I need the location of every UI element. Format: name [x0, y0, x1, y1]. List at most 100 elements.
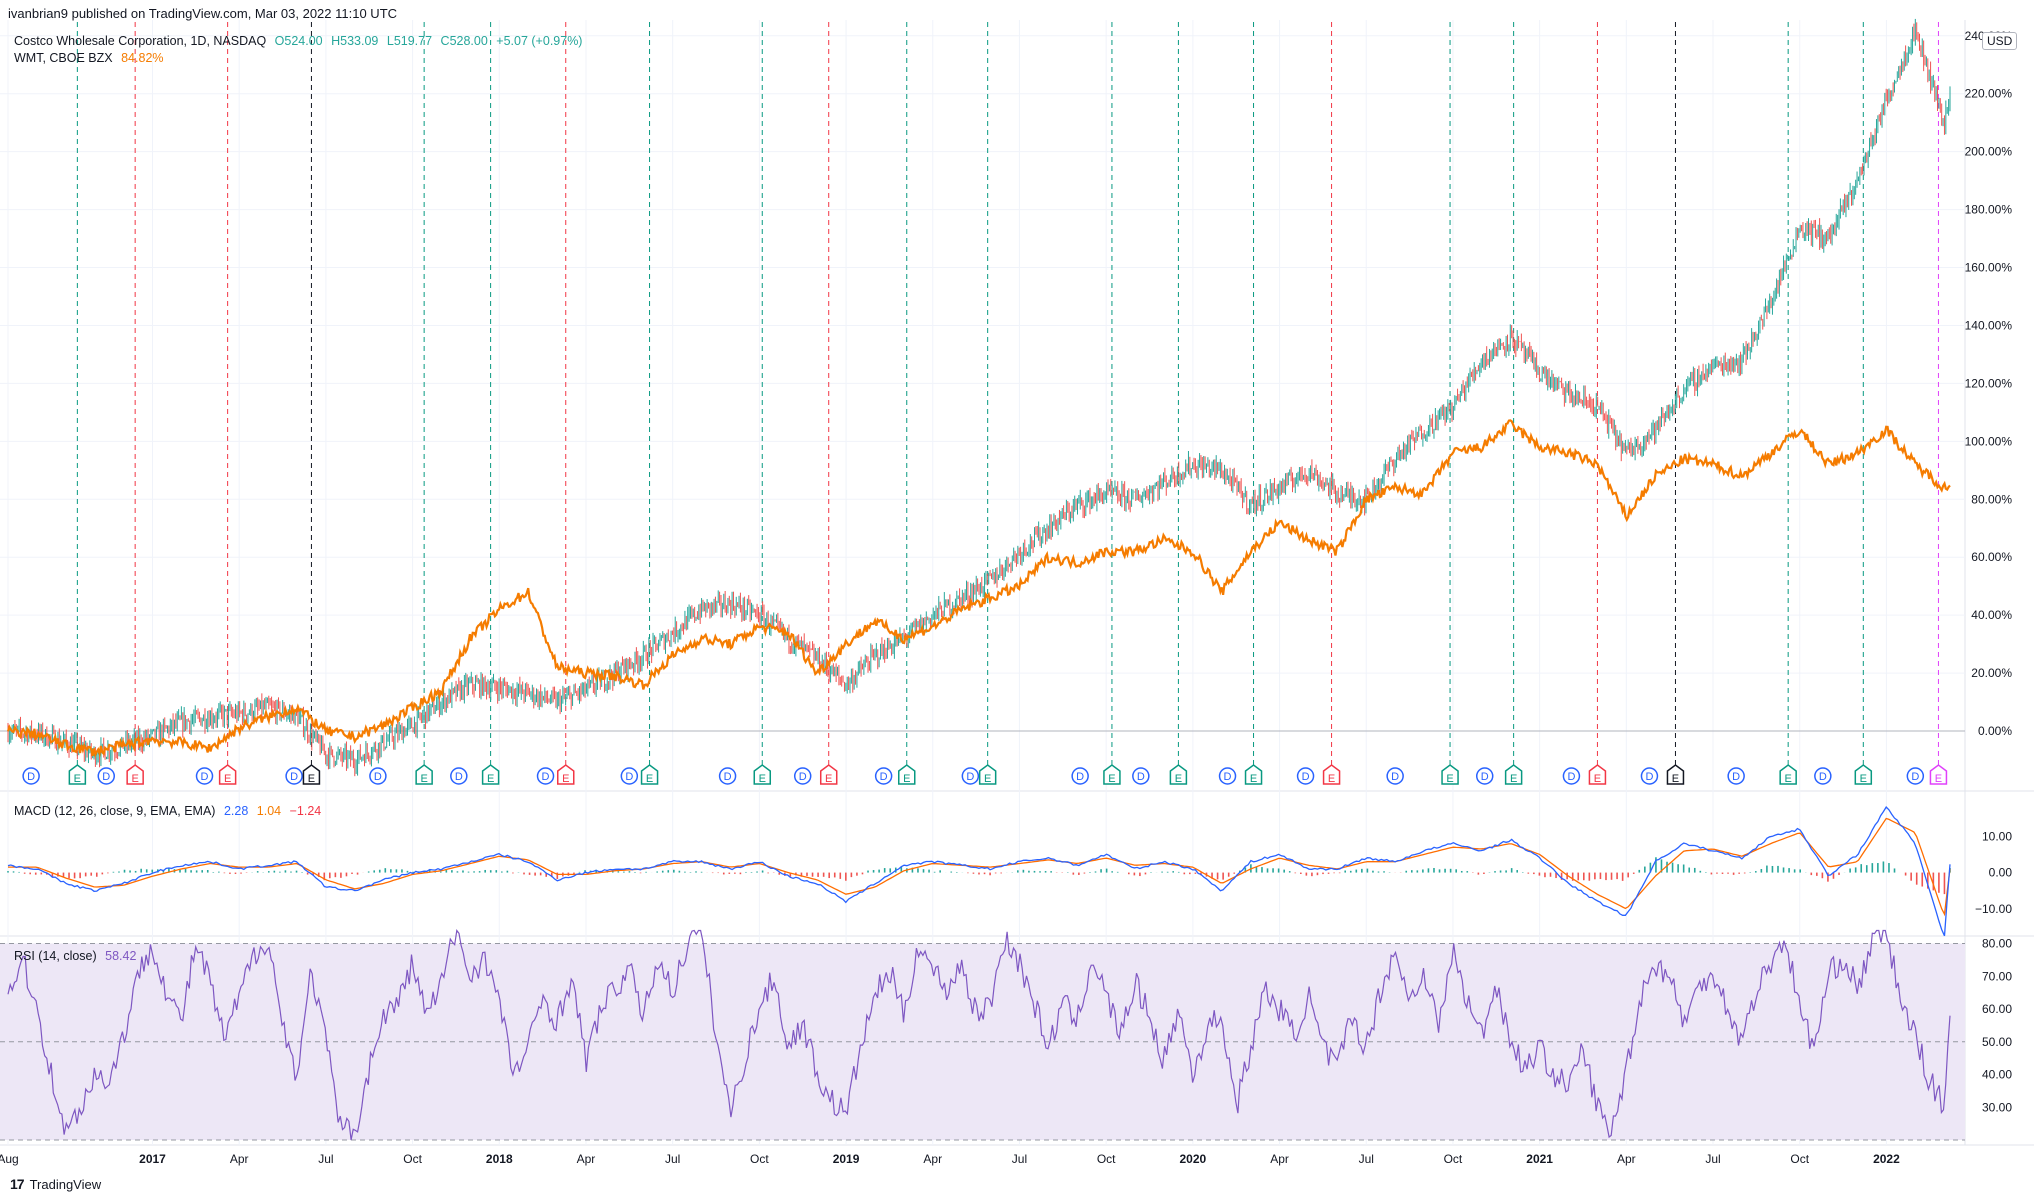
x-tick-label: Oct — [750, 1152, 769, 1166]
svg-text:D: D — [1391, 771, 1399, 783]
earnings-marker[interactable]: E — [640, 764, 659, 785]
dividend-marker[interactable]: D — [620, 767, 639, 785]
dividend-marker[interactable]: D — [874, 767, 893, 785]
rsi-title[interactable]: RSI (14, close) — [14, 949, 97, 963]
y-tick-label: 200.00% — [1965, 145, 2013, 159]
x-tick-label: 2017 — [139, 1152, 166, 1166]
event-lines — [76, 22, 1939, 780]
svg-text:E: E — [1594, 773, 1601, 785]
x-tick-label: Oct — [1790, 1152, 1809, 1166]
dividend-marker[interactable]: D — [369, 767, 387, 785]
svg-text:E: E — [1510, 773, 1517, 785]
svg-text:E: E — [224, 773, 231, 785]
dividend-marker[interactable]: D — [1814, 767, 1832, 785]
dividend-marker[interactable]: D — [285, 767, 303, 785]
earnings-marker[interactable]: E — [1441, 764, 1459, 785]
dividend-marker[interactable]: D — [793, 767, 812, 785]
x-tick-label: Apr — [230, 1152, 249, 1166]
earnings-marker[interactable]: E — [1588, 764, 1607, 785]
rsi-legend: RSI (14, close) 58.42 — [14, 949, 141, 963]
rsi-y-tick-label: 40.00 — [1982, 1068, 2012, 1082]
svg-text:E: E — [825, 773, 832, 785]
earnings-marker[interactable]: E — [1929, 764, 1948, 785]
earnings-marker[interactable]: E — [302, 764, 321, 785]
earnings-marker[interactable]: E — [1854, 764, 1873, 785]
dividend-marker[interactable]: D — [1386, 767, 1404, 785]
x-tick-label: Oct — [403, 1152, 422, 1166]
earnings-marker[interactable]: E — [68, 764, 87, 785]
earnings-marker[interactable]: E — [898, 764, 916, 785]
svg-text:D: D — [1302, 771, 1310, 783]
hist-value: −1.24 — [289, 804, 322, 818]
dividend-marker[interactable]: D — [1727, 767, 1745, 785]
symbol-label[interactable]: Costco Wholesale Corporation, 1D, NASDAQ — [14, 34, 267, 48]
dividend-marker[interactable]: D — [536, 767, 555, 785]
dividend-marker[interactable]: D — [1562, 767, 1581, 785]
earnings-marker[interactable]: E — [1169, 764, 1188, 785]
dividend-marker[interactable]: D — [718, 767, 737, 785]
svg-text:D: D — [1911, 771, 1919, 783]
dividend-marker[interactable]: D — [450, 767, 468, 785]
svg-text:D: D — [542, 771, 550, 783]
earnings-marker[interactable]: E — [1103, 764, 1121, 785]
x-tick-label: Apr — [923, 1152, 942, 1166]
dividend-marker[interactable]: D — [1071, 767, 1089, 785]
svg-text:E: E — [984, 773, 991, 785]
earnings-marker[interactable]: E — [1779, 764, 1797, 785]
x-tick-label: Oct — [1097, 1152, 1116, 1166]
x-tick-label: Jul — [1012, 1152, 1027, 1166]
dividend-marker[interactable]: D — [961, 767, 980, 785]
earnings-marker[interactable]: E — [753, 764, 772, 785]
svg-text:D: D — [1645, 771, 1653, 783]
earnings-marker[interactable]: E — [556, 764, 575, 785]
dividend-marker[interactable]: D — [1906, 767, 1925, 785]
svg-text:D: D — [374, 771, 382, 783]
y-tick-label: 0.00% — [1978, 724, 2012, 738]
dividend-marker[interactable]: D — [1475, 767, 1494, 785]
svg-text:D: D — [799, 771, 807, 783]
earnings-marker[interactable]: E — [415, 764, 433, 785]
y-tick-label: 20.00% — [1971, 666, 2012, 680]
rsi-y-tick-label: 80.00 — [1982, 937, 2012, 951]
dividend-marker[interactable]: D — [1218, 767, 1237, 785]
dividend-marker[interactable]: D — [1132, 767, 1150, 785]
wmt-line — [6, 419, 1951, 758]
rsi-value: 58.42 — [105, 949, 137, 963]
macd-y-tick-label: 0.00 — [1989, 866, 2013, 880]
currency-badge[interactable]: USD — [1982, 32, 2018, 50]
earnings-marker[interactable]: E — [1504, 764, 1523, 785]
dividend-marker[interactable]: D — [97, 767, 116, 785]
dividend-marker[interactable]: D — [195, 767, 214, 785]
x-tick-label: Apr — [1617, 1152, 1636, 1166]
earnings-marker[interactable]: E — [218, 764, 237, 785]
tradingview-brand: TradingView — [29, 1176, 102, 1192]
main-legend: Costco Wholesale Corporation, 1D, NASDAQ… — [14, 34, 587, 48]
earnings-marker[interactable]: E — [126, 764, 144, 785]
earnings-marker[interactable]: E — [1666, 764, 1685, 785]
dividend-marker[interactable]: D — [1640, 767, 1659, 785]
y-tick-label: 100.00% — [1965, 434, 2013, 448]
tradingview-logo[interactable]: 17 TradingView — [10, 1176, 101, 1192]
svg-text:D: D — [27, 771, 35, 783]
y-tick-label: 60.00% — [1971, 550, 2012, 564]
open-value: O524.00 — [274, 34, 323, 48]
earnings-marker[interactable]: E — [1244, 764, 1263, 785]
macd-title[interactable]: MACD (12, 26, close, 9, EMA, EMA) — [14, 804, 216, 818]
compare-symbol-label[interactable]: WMT, CBOE BZX — [14, 51, 113, 65]
y-tick-label: 220.00% — [1965, 87, 2013, 101]
svg-text:E: E — [74, 773, 81, 785]
svg-text:D: D — [1224, 771, 1232, 783]
x-tick-label: 2022 — [1873, 1152, 1900, 1166]
svg-text:E: E — [1175, 773, 1182, 785]
dividend-marker[interactable]: D — [1296, 767, 1315, 785]
earnings-marker[interactable]: E — [1322, 764, 1341, 785]
svg-text:D: D — [455, 771, 463, 783]
svg-text:D: D — [290, 771, 298, 783]
earnings-marker[interactable]: E — [978, 764, 997, 785]
y-tick-label: 40.00% — [1971, 608, 2012, 622]
earnings-marker[interactable]: E — [481, 764, 500, 785]
dividend-marker[interactable]: D — [22, 767, 40, 785]
earnings-marker[interactable]: E — [819, 764, 838, 785]
